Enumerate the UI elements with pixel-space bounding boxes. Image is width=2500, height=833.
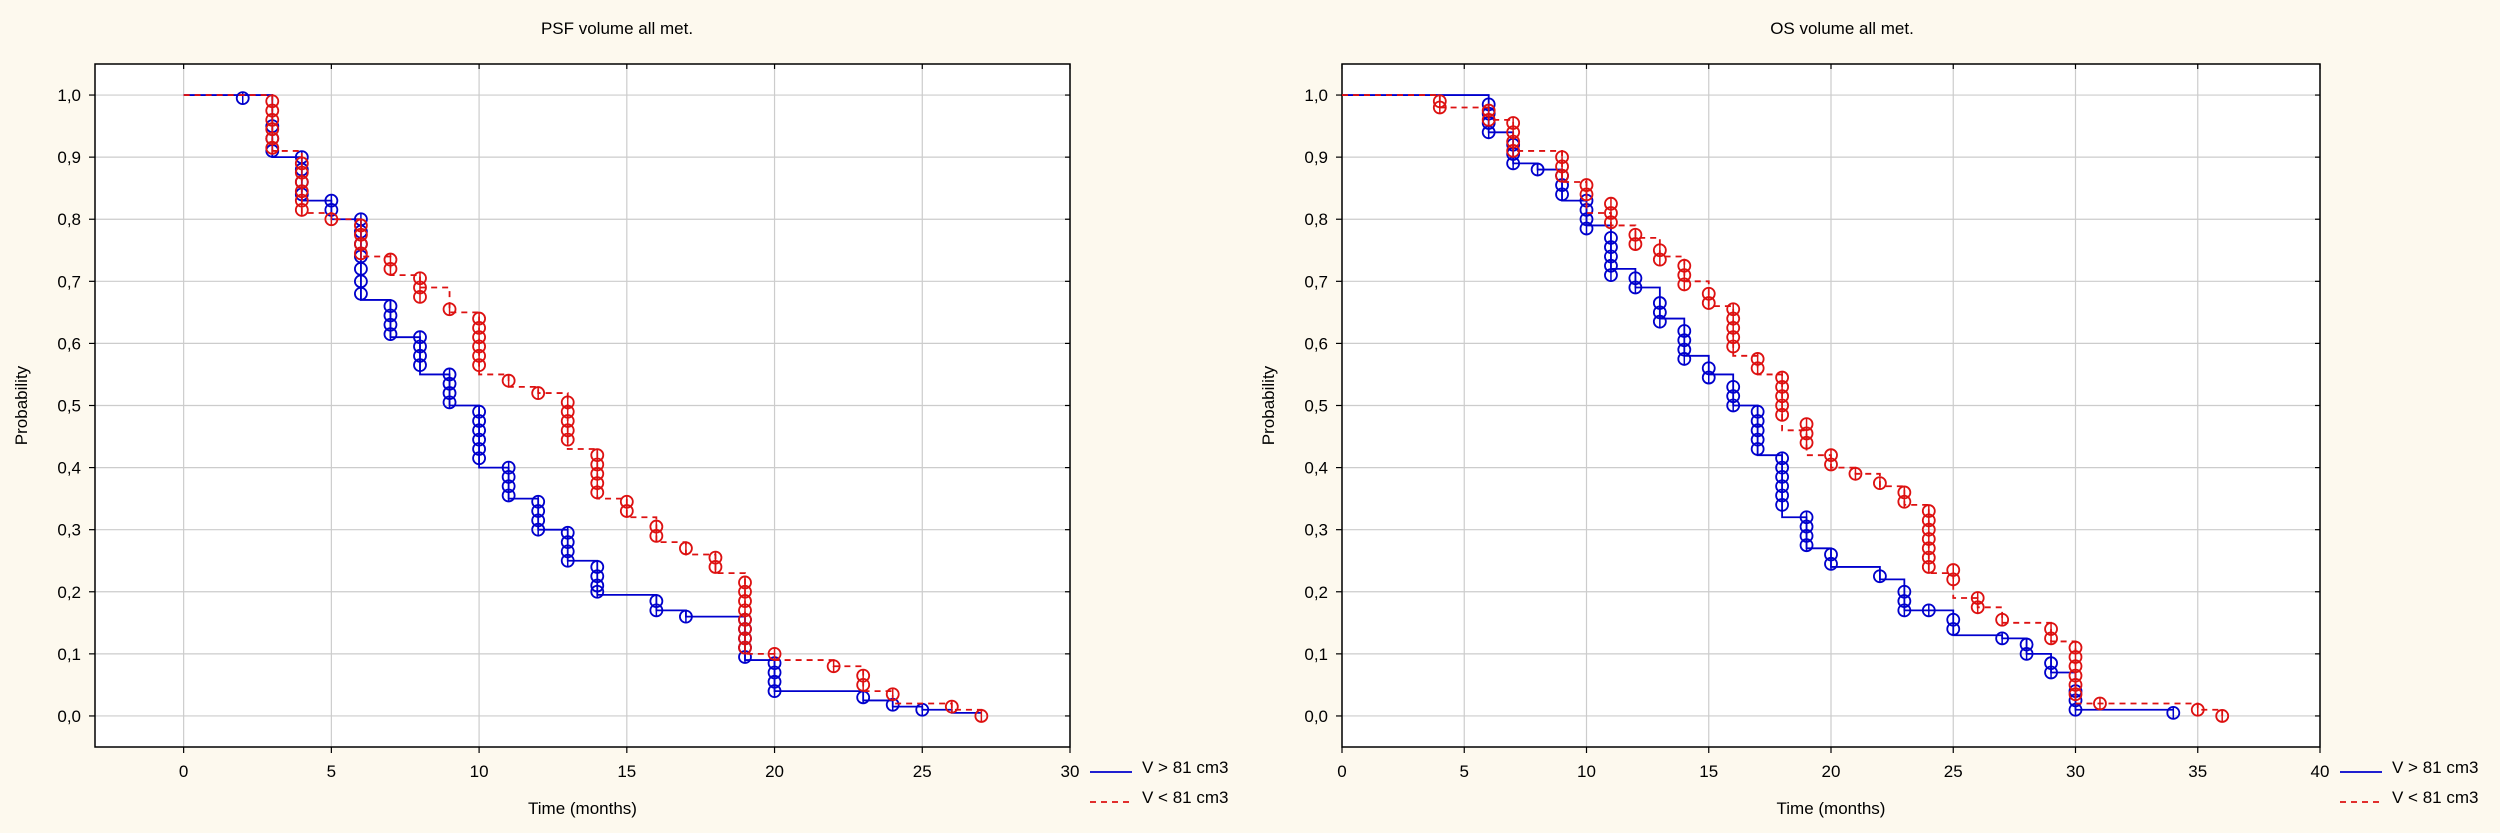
x-tick-label: 15 — [1699, 762, 1718, 781]
x-axis-label: Time (months) — [528, 799, 637, 818]
series-2 — [1342, 94, 2230, 723]
x-tick-label: 0 — [1337, 762, 1346, 781]
legend-label: V < 81 cm3 — [1142, 788, 1228, 807]
x-tick-label: 5 — [1460, 762, 1469, 781]
x-tick-label: 20 — [1822, 762, 1841, 781]
y-tick-label: 0,3 — [57, 521, 81, 540]
y-tick-label: 0,1 — [57, 645, 81, 664]
chart-1: 0 5 10 15 20 25 300,00,10,20,30,40,50,60,70,80… — [12, 19, 1228, 818]
y-tick-label: 0,6 — [1304, 334, 1328, 353]
y-tick-label: 0,9 — [57, 148, 81, 167]
y-tick-label: 0,2 — [57, 583, 81, 602]
series-2 — [183, 94, 989, 723]
y-tick-label: 0,0 — [1304, 707, 1328, 726]
x-tick-label: 10 — [1577, 762, 1596, 781]
y-tick-label: 1,0 — [57, 86, 81, 105]
y-ticks: 0,0 0,1 0,2 0,3 0,4 0,5 0,6 0,7 0,8 0,9 1,0 — [57, 86, 1070, 726]
y-tick-label: 0,5 — [57, 397, 81, 416]
legend-label: V > 81 cm3 — [2392, 758, 2478, 777]
x-tick-label: 40 — [2311, 762, 2330, 781]
y-tick-label: 0,5 — [1304, 397, 1328, 416]
chart-title: PSF volume all met. — [541, 19, 693, 38]
y-tick-label: 0,1 — [1304, 645, 1328, 664]
y-tick-label: 0,3 — [1304, 521, 1328, 540]
y-ticks: 0,0 0,1 0,2 0,3 0,4 0,5 0,6 0,7 0,8 0,9 1,0 — [1304, 86, 2320, 726]
y-tick-label: 0,0 — [57, 707, 81, 726]
x-tick-label: 0 — [179, 762, 188, 781]
y-tick-label: 0,7 — [57, 272, 81, 291]
y-tick-label: 0,2 — [1304, 583, 1328, 602]
legend-label: V < 81 cm3 — [2392, 788, 2478, 807]
y-axis-label: Probability — [12, 365, 31, 445]
legend: V > 81 cm3 V < 81 cm3 — [2340, 758, 2478, 807]
x-ticks: 0 5 10 15 20 25 30 — [179, 64, 1080, 781]
x-tick-label: 30 — [2066, 762, 2085, 781]
grid — [95, 64, 1071, 747]
y-axis-label: Probability — [1259, 365, 1278, 445]
chart-title: OS volume all met. — [1770, 19, 1914, 38]
x-tick-label: 20 — [765, 762, 784, 781]
y-tick-label: 0,6 — [57, 334, 81, 353]
x-tick-label: 30 — [1061, 762, 1080, 781]
legend: V > 81 cm3 V < 81 cm3 — [1090, 758, 1228, 807]
x-tick-label: 5 — [327, 762, 336, 781]
y-tick-label: 0,4 — [57, 459, 81, 478]
x-tick-label: 10 — [470, 762, 489, 781]
y-tick-label: 0,4 — [1304, 459, 1328, 478]
chart-2: 0 5 10 15 20 25 30 35 40 0,0 0,1 0,2 0,3 0,4 0,5 0,6 0,7… — [1259, 19, 2478, 818]
x-axis-label: Time (months) — [1777, 799, 1886, 818]
legend-label: V > 81 cm3 — [1142, 758, 1228, 777]
x-tick-label: 25 — [1944, 762, 1963, 781]
x-tick-label: 25 — [913, 762, 932, 781]
y-tick-label: 0,9 — [1304, 148, 1328, 167]
y-tick-label: 0,7 — [1304, 272, 1328, 291]
y-tick-label: 0,8 — [57, 210, 81, 229]
x-tick-label: 15 — [617, 762, 636, 781]
x-tick-label: 35 — [2188, 762, 2207, 781]
y-tick-label: 1,0 — [1304, 86, 1328, 105]
y-tick-label: 0,8 — [1304, 210, 1328, 229]
x-ticks: 0 5 10 15 20 25 30 35 40 — [1337, 64, 2329, 781]
